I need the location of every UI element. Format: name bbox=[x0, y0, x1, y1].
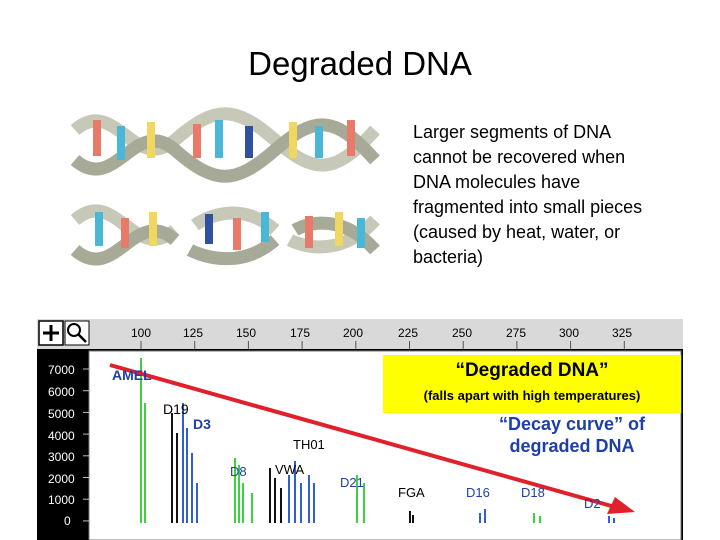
marker-label-d18: D18 bbox=[521, 485, 545, 500]
y-tick-label: 0 bbox=[64, 514, 71, 528]
callout-subtitle: (falls apart with high temperatures) bbox=[423, 388, 641, 403]
dna-helix-top-row bbox=[70, 107, 380, 183]
peak-traces bbox=[140, 358, 615, 523]
x-tick-label: 325 bbox=[612, 326, 633, 340]
marker-label-d2: D2 bbox=[584, 496, 601, 511]
y-tick-label: 7000 bbox=[48, 363, 75, 377]
marker-label-vwa: VWA bbox=[275, 462, 305, 477]
marker-label-amel: AMEL bbox=[112, 367, 152, 383]
marker-label-d21: D21 bbox=[340, 475, 364, 490]
x-tick-label: 300 bbox=[559, 326, 580, 340]
decay-curve-label: “Decay curve” of degraded DNA bbox=[498, 414, 646, 456]
plus-icon[interactable] bbox=[38, 320, 64, 346]
x-tick-label: 150 bbox=[236, 326, 257, 340]
x-tick-label: 100 bbox=[131, 326, 152, 340]
y-tick-label: 1000 bbox=[48, 493, 75, 507]
description-text: Larger segments of DNA cannot be recover… bbox=[413, 122, 643, 267]
callout-title: “Degraded DNA” bbox=[455, 360, 609, 381]
x-tick-label: 225 bbox=[398, 326, 419, 340]
marker-label-d19: D19 bbox=[163, 401, 189, 417]
x-tick-label: 250 bbox=[452, 326, 473, 340]
y-tick-label: 3000 bbox=[48, 450, 75, 464]
dna-helix-bottom-row bbox=[70, 204, 380, 266]
degraded-dna-illustration bbox=[70, 107, 380, 266]
degraded-dna-callout: “Degraded DNA” (falls apart with high te… bbox=[383, 355, 681, 413]
y-tick-label: 2000 bbox=[48, 472, 75, 486]
marker-label-fga: FGA bbox=[398, 485, 425, 500]
slide-title: Degraded DNA bbox=[248, 45, 472, 82]
marker-label-th01: TH01 bbox=[293, 437, 325, 452]
electropherogram-panel: 100 125 150 175 200 225 250 275 300 325 … bbox=[37, 319, 683, 540]
x-tick-label: 125 bbox=[183, 326, 204, 340]
marker-label-d8: D8 bbox=[230, 464, 247, 479]
y-tick-label: 5000 bbox=[48, 407, 75, 421]
decay-curve-arrow bbox=[109, 363, 635, 514]
magnifier-icon[interactable] bbox=[64, 320, 90, 346]
marker-label-d3: D3 bbox=[193, 416, 211, 432]
marker-label-d16: D16 bbox=[466, 485, 490, 500]
y-tick-label: 6000 bbox=[48, 385, 75, 399]
y-tick-label: 4000 bbox=[48, 429, 75, 443]
x-tick-label: 200 bbox=[343, 326, 364, 340]
x-tick-label: 275 bbox=[506, 326, 527, 340]
x-tick-label: 175 bbox=[290, 326, 311, 340]
